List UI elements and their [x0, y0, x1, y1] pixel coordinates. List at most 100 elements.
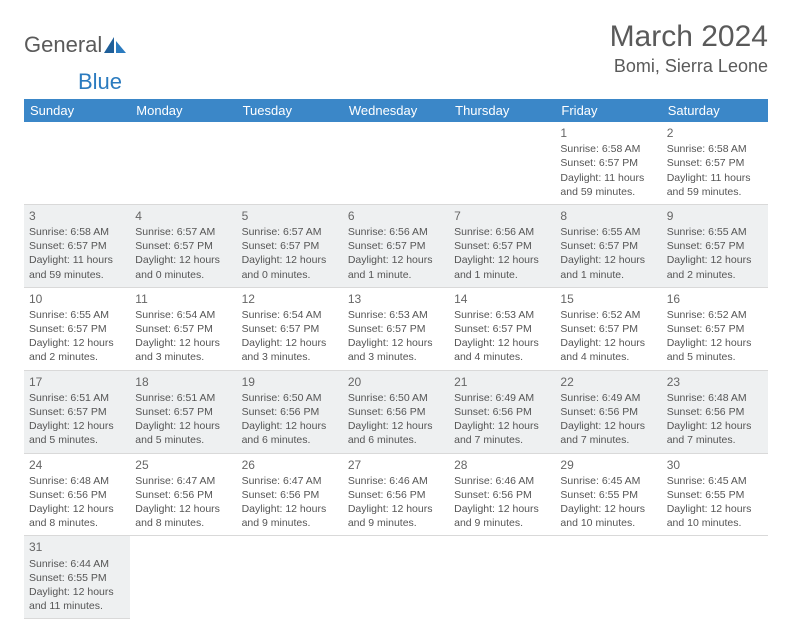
calendar-cell: 26Sunrise: 6:47 AMSunset: 6:56 PMDayligh… — [237, 453, 343, 536]
col-tuesday: Tuesday — [237, 99, 343, 122]
sunset-text: Sunset: 6:57 PM — [242, 322, 338, 336]
sunset-text: Sunset: 6:56 PM — [348, 405, 444, 419]
sunset-text: Sunset: 6:57 PM — [348, 322, 444, 336]
calendar-cell — [237, 122, 343, 204]
sunset-text: Sunset: 6:57 PM — [454, 239, 550, 253]
daylight-text: Daylight: 12 hours and 3 minutes. — [242, 336, 338, 364]
calendar-cell: 19Sunrise: 6:50 AMSunset: 6:56 PMDayligh… — [237, 370, 343, 453]
calendar-cell: 4Sunrise: 6:57 AMSunset: 6:57 PMDaylight… — [130, 204, 236, 287]
logo: General — [24, 32, 130, 58]
calendar-row: 3Sunrise: 6:58 AMSunset: 6:57 PMDaylight… — [24, 204, 768, 287]
title-block: March 2024 Bomi, Sierra Leone — [610, 20, 768, 77]
sunrise-text: Sunrise: 6:47 AM — [135, 474, 231, 488]
day-number: 23 — [667, 374, 763, 390]
logo-text-blue: Blue — [78, 69, 122, 94]
sunrise-text: Sunrise: 6:58 AM — [29, 225, 125, 239]
daylight-text: Daylight: 11 hours and 59 minutes. — [667, 171, 763, 199]
calendar-row: 24Sunrise: 6:48 AMSunset: 6:56 PMDayligh… — [24, 453, 768, 536]
day-number: 16 — [667, 291, 763, 307]
day-number: 30 — [667, 457, 763, 473]
daylight-text: Daylight: 12 hours and 1 minute. — [348, 253, 444, 281]
sunrise-text: Sunrise: 6:57 AM — [242, 225, 338, 239]
calendar-cell: 30Sunrise: 6:45 AMSunset: 6:55 PMDayligh… — [662, 453, 768, 536]
calendar-row: 10Sunrise: 6:55 AMSunset: 6:57 PMDayligh… — [24, 287, 768, 370]
calendar-cell — [130, 536, 236, 619]
location: Bomi, Sierra Leone — [610, 56, 768, 77]
day-number: 29 — [560, 457, 656, 473]
daylight-text: Daylight: 12 hours and 11 minutes. — [29, 585, 125, 613]
calendar-cell: 23Sunrise: 6:48 AMSunset: 6:56 PMDayligh… — [662, 370, 768, 453]
daylight-text: Daylight: 12 hours and 6 minutes. — [348, 419, 444, 447]
sunset-text: Sunset: 6:55 PM — [29, 571, 125, 585]
sunrise-text: Sunrise: 6:54 AM — [242, 308, 338, 322]
daylight-text: Daylight: 12 hours and 3 minutes. — [348, 336, 444, 364]
calendar-cell: 1Sunrise: 6:58 AMSunset: 6:57 PMDaylight… — [555, 122, 661, 204]
sunset-text: Sunset: 6:55 PM — [560, 488, 656, 502]
calendar-cell: 3Sunrise: 6:58 AMSunset: 6:57 PMDaylight… — [24, 204, 130, 287]
sunset-text: Sunset: 6:57 PM — [242, 239, 338, 253]
daylight-text: Daylight: 12 hours and 4 minutes. — [454, 336, 550, 364]
sunrise-text: Sunrise: 6:57 AM — [135, 225, 231, 239]
calendar-cell — [343, 536, 449, 619]
calendar-cell: 13Sunrise: 6:53 AMSunset: 6:57 PMDayligh… — [343, 287, 449, 370]
daylight-text: Daylight: 12 hours and 6 minutes. — [242, 419, 338, 447]
daylight-text: Daylight: 12 hours and 3 minutes. — [135, 336, 231, 364]
calendar-cell: 25Sunrise: 6:47 AMSunset: 6:56 PMDayligh… — [130, 453, 236, 536]
sunset-text: Sunset: 6:56 PM — [667, 405, 763, 419]
sunset-text: Sunset: 6:57 PM — [560, 156, 656, 170]
calendar-cell: 7Sunrise: 6:56 AMSunset: 6:57 PMDaylight… — [449, 204, 555, 287]
calendar-cell: 6Sunrise: 6:56 AMSunset: 6:57 PMDaylight… — [343, 204, 449, 287]
daylight-text: Daylight: 12 hours and 7 minutes. — [667, 419, 763, 447]
sunset-text: Sunset: 6:56 PM — [454, 488, 550, 502]
daylight-text: Daylight: 12 hours and 8 minutes. — [29, 502, 125, 530]
day-number: 4 — [135, 208, 231, 224]
sunrise-text: Sunrise: 6:47 AM — [242, 474, 338, 488]
sunrise-text: Sunrise: 6:58 AM — [560, 142, 656, 156]
sunrise-text: Sunrise: 6:45 AM — [560, 474, 656, 488]
day-number: 12 — [242, 291, 338, 307]
day-number: 24 — [29, 457, 125, 473]
calendar-cell: 9Sunrise: 6:55 AMSunset: 6:57 PMDaylight… — [662, 204, 768, 287]
day-number: 26 — [242, 457, 338, 473]
sunrise-text: Sunrise: 6:51 AM — [29, 391, 125, 405]
sunset-text: Sunset: 6:57 PM — [29, 239, 125, 253]
calendar-cell: 8Sunrise: 6:55 AMSunset: 6:57 PMDaylight… — [555, 204, 661, 287]
daylight-text: Daylight: 12 hours and 0 minutes. — [135, 253, 231, 281]
calendar-cell — [555, 536, 661, 619]
sunset-text: Sunset: 6:57 PM — [29, 322, 125, 336]
col-monday: Monday — [130, 99, 236, 122]
logo-sail-icon — [102, 35, 128, 55]
sunset-text: Sunset: 6:57 PM — [667, 156, 763, 170]
sunset-text: Sunset: 6:56 PM — [135, 488, 231, 502]
daylight-text: Daylight: 12 hours and 5 minutes. — [667, 336, 763, 364]
day-number: 27 — [348, 457, 444, 473]
sunset-text: Sunset: 6:57 PM — [667, 239, 763, 253]
calendar-cell — [130, 122, 236, 204]
sunrise-text: Sunrise: 6:55 AM — [560, 225, 656, 239]
sunrise-text: Sunrise: 6:56 AM — [348, 225, 444, 239]
sunset-text: Sunset: 6:56 PM — [454, 405, 550, 419]
sunrise-text: Sunrise: 6:45 AM — [667, 474, 763, 488]
daylight-text: Daylight: 12 hours and 1 minute. — [560, 253, 656, 281]
sunset-text: Sunset: 6:57 PM — [135, 405, 231, 419]
calendar-cell: 17Sunrise: 6:51 AMSunset: 6:57 PMDayligh… — [24, 370, 130, 453]
sunrise-text: Sunrise: 6:51 AM — [135, 391, 231, 405]
col-saturday: Saturday — [662, 99, 768, 122]
sunset-text: Sunset: 6:57 PM — [135, 322, 231, 336]
daylight-text: Daylight: 12 hours and 7 minutes. — [560, 419, 656, 447]
sunrise-text: Sunrise: 6:53 AM — [348, 308, 444, 322]
calendar-cell: 5Sunrise: 6:57 AMSunset: 6:57 PMDaylight… — [237, 204, 343, 287]
sunset-text: Sunset: 6:56 PM — [242, 488, 338, 502]
sunset-text: Sunset: 6:57 PM — [135, 239, 231, 253]
daylight-text: Daylight: 12 hours and 9 minutes. — [348, 502, 444, 530]
calendar-cell: 15Sunrise: 6:52 AMSunset: 6:57 PMDayligh… — [555, 287, 661, 370]
day-number: 6 — [348, 208, 444, 224]
sunrise-text: Sunrise: 6:55 AM — [29, 308, 125, 322]
calendar-cell: 22Sunrise: 6:49 AMSunset: 6:56 PMDayligh… — [555, 370, 661, 453]
calendar-table: Sunday Monday Tuesday Wednesday Thursday… — [24, 99, 768, 619]
sunrise-text: Sunrise: 6:56 AM — [454, 225, 550, 239]
day-number: 25 — [135, 457, 231, 473]
day-number: 17 — [29, 374, 125, 390]
day-number: 10 — [29, 291, 125, 307]
daylight-text: Daylight: 11 hours and 59 minutes. — [29, 253, 125, 281]
